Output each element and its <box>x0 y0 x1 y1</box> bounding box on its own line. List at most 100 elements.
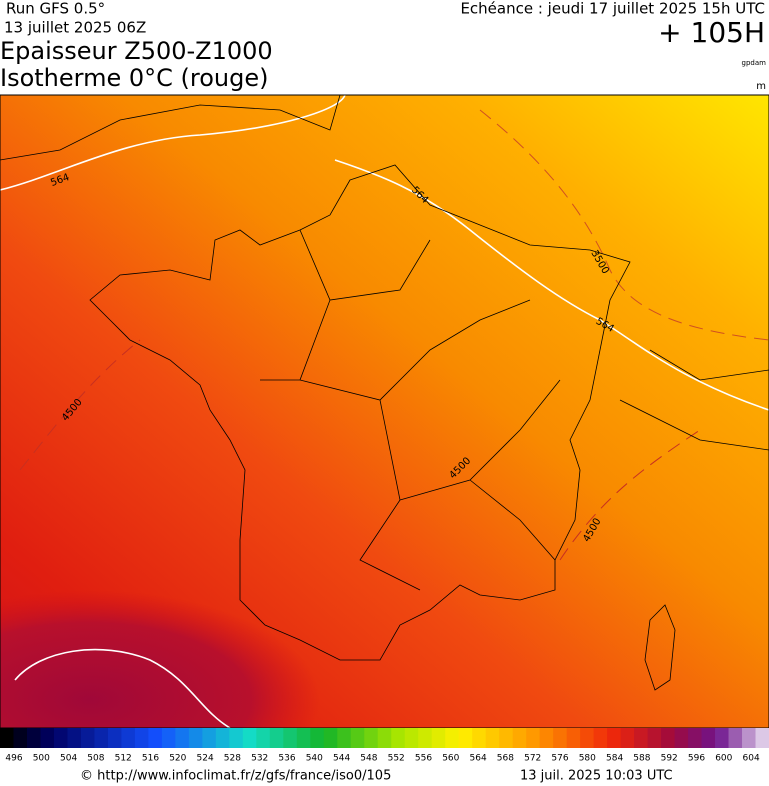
color-swatch <box>701 728 716 748</box>
color-swatch <box>229 728 244 748</box>
color-swatch <box>431 728 446 748</box>
contour-isotherm <box>19 339 701 561</box>
unit-label: m <box>756 81 766 92</box>
color-swatch <box>458 728 473 748</box>
color-swatch <box>512 728 527 748</box>
color-swatch <box>580 728 595 748</box>
cold-zone <box>0 590 320 728</box>
color-swatch <box>566 728 581 748</box>
legend-label: 504 <box>60 754 77 764</box>
legend-label: 604 <box>743 754 760 764</box>
legend-label: 520 <box>169 754 186 764</box>
contour-isotherm <box>479 109 769 341</box>
color-swatch <box>188 728 203 748</box>
title: Epaisseur Z500-Z1000 <box>0 37 273 65</box>
color-swatch <box>107 728 122 748</box>
color-swatch <box>593 728 608 748</box>
legend-label: 572 <box>524 754 541 764</box>
region-borders <box>260 229 561 591</box>
legend-label: 576 <box>551 754 568 764</box>
color-swatch <box>391 728 406 748</box>
contour-white <box>0 95 346 191</box>
legend-label: 584 <box>606 754 623 764</box>
legend-label: 516 <box>142 754 159 764</box>
legend-label: 508 <box>87 754 104 764</box>
color-swatch <box>418 728 433 748</box>
legend-label: 564 <box>470 754 487 764</box>
color-swatch <box>526 728 541 748</box>
legend-label: 592 <box>661 754 678 764</box>
color-swatch <box>634 728 649 748</box>
lead-time: + 105H <box>658 16 765 49</box>
color-swatch <box>445 728 460 748</box>
legend-label: 524 <box>197 754 214 764</box>
color-swatch <box>715 728 730 748</box>
source-url: © http://www.infoclimat.fr/z/gfs/france/… <box>80 769 391 784</box>
unit-label: gpdam <box>742 59 767 67</box>
color-swatch <box>283 728 298 748</box>
color-swatch <box>148 728 163 748</box>
legend-label: 600 <box>715 754 732 764</box>
england-coast <box>0 95 341 161</box>
color-swatch <box>647 728 662 748</box>
color-swatch <box>310 728 325 748</box>
color-swatch <box>296 728 311 748</box>
color-swatch <box>661 728 676 748</box>
legend-label: 536 <box>278 754 295 764</box>
france-outline <box>89 164 631 661</box>
legend-label: 528 <box>224 754 241 764</box>
color-swatch <box>755 728 769 748</box>
color-swatch <box>742 728 757 748</box>
color-swatch <box>377 728 392 748</box>
color-swatch <box>269 728 284 748</box>
run-label: Run GFS 0.5° <box>6 0 105 18</box>
color-swatch <box>688 728 703 748</box>
color-swatch <box>13 728 28 748</box>
color-swatch <box>202 728 217 748</box>
color-swatch <box>256 728 271 748</box>
color-swatch <box>485 728 500 748</box>
legend-label: 512 <box>115 754 132 764</box>
forecast-time: Echéance : jeudi 17 juillet 2025 15h UTC <box>460 0 765 18</box>
legend-label: 552 <box>388 754 405 764</box>
timestamp: 13 juil. 2025 10:03 UTC <box>520 769 673 784</box>
legend-label: 540 <box>306 754 323 764</box>
legend-label: 556 <box>415 754 432 764</box>
color-swatch <box>404 728 419 748</box>
color-swatch <box>499 728 514 748</box>
color-swatch <box>350 728 365 748</box>
color-swatch <box>26 728 41 748</box>
legend-label: 548 <box>360 754 377 764</box>
color-swatch <box>242 728 257 748</box>
corsica <box>644 604 676 691</box>
color-swatch <box>728 728 743 748</box>
color-swatch <box>175 728 190 748</box>
color-swatch <box>53 728 68 748</box>
legend-label: 532 <box>251 754 268 764</box>
map <box>0 95 769 728</box>
color-swatch <box>553 728 568 748</box>
color-swatch <box>121 728 136 748</box>
color-bar: 496 500 504 508 512 516 520 524 528 532 536 540 544 5… <box>0 728 769 764</box>
color-swatch <box>80 728 95 748</box>
legend-label: 496 <box>5 754 22 764</box>
color-swatch <box>337 728 352 748</box>
color-swatch <box>134 728 149 748</box>
color-swatch <box>0 728 14 748</box>
color-swatch <box>620 728 635 748</box>
subtitle: Isotherme 0°C (rouge) <box>0 64 269 92</box>
legend-label: 596 <box>688 754 705 764</box>
legend-label: 580 <box>579 754 596 764</box>
color-swatch <box>472 728 487 748</box>
color-swatch <box>67 728 82 748</box>
color-swatch <box>94 728 109 748</box>
color-swatch <box>161 728 176 748</box>
legend-label: 500 <box>33 754 50 764</box>
color-swatch <box>607 728 622 748</box>
coastline <box>619 349 769 451</box>
legend-label: 588 <box>633 754 650 764</box>
contour-white <box>334 159 769 411</box>
legend-label: 560 <box>442 754 459 764</box>
legend-label: 568 <box>497 754 514 764</box>
